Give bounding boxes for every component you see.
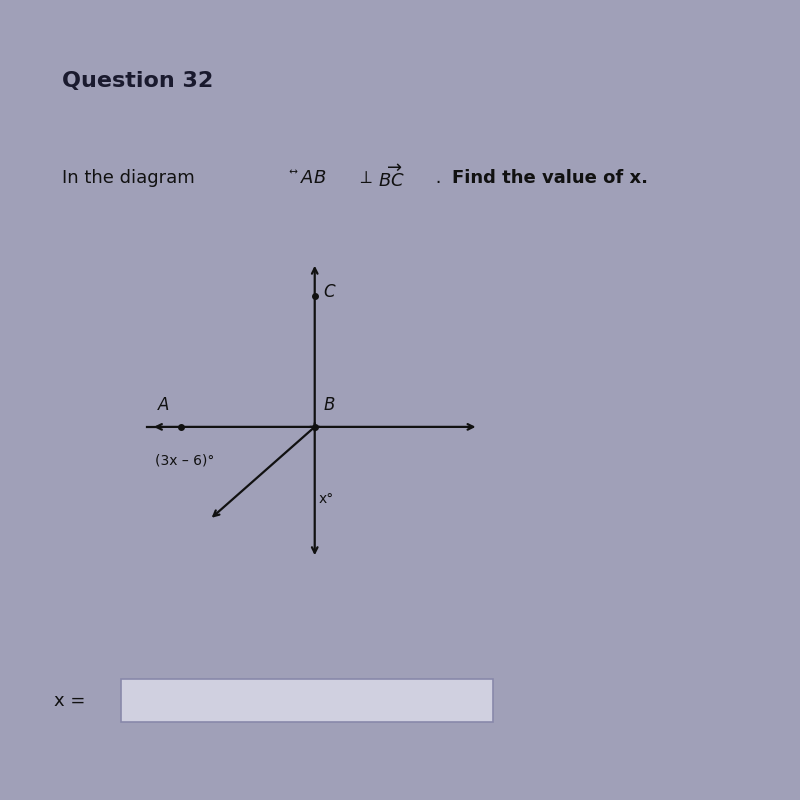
FancyBboxPatch shape xyxy=(122,679,494,722)
Text: x°: x° xyxy=(318,493,334,506)
Text: $\overleftrightarrow{AB}$: $\overleftrightarrow{AB}$ xyxy=(289,169,326,186)
Text: $\overrightarrow{BC}$: $\overrightarrow{BC}$ xyxy=(378,164,405,191)
Text: B: B xyxy=(324,396,335,414)
Text: In the diagram: In the diagram xyxy=(62,169,200,186)
Text: Question 32: Question 32 xyxy=(62,71,213,91)
Text: $\perp$: $\perp$ xyxy=(356,169,373,186)
Text: Find the value of x.: Find the value of x. xyxy=(452,169,648,186)
Text: .: . xyxy=(430,169,453,186)
Text: (3x – 6)°: (3x – 6)° xyxy=(154,453,214,467)
Text: A: A xyxy=(158,396,170,414)
Text: C: C xyxy=(324,283,335,302)
Text: x =: x = xyxy=(54,692,86,710)
